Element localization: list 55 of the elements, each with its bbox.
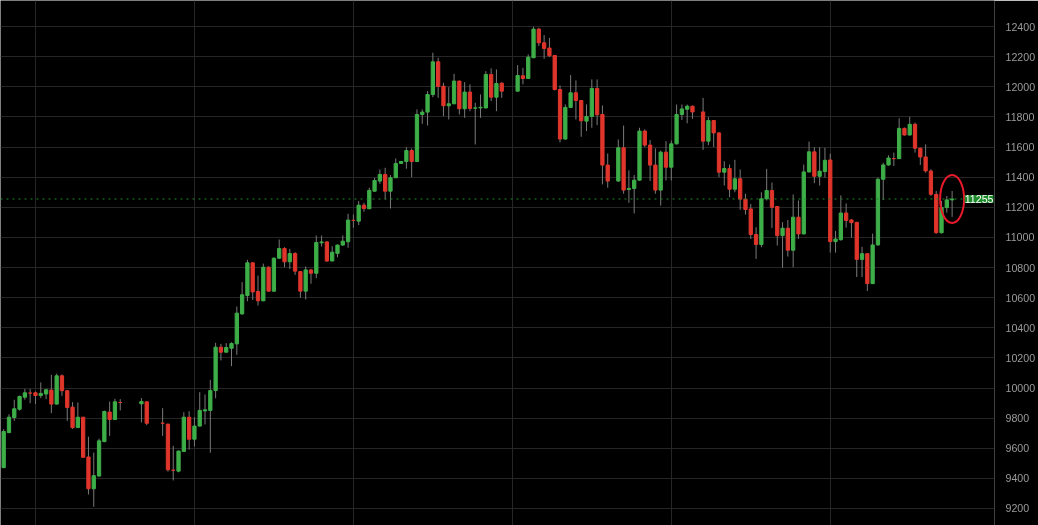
candlestick	[949, 190, 955, 218]
y-tick-label: 9400	[1005, 472, 1030, 485]
candlestick	[409, 148, 414, 178]
candlestick	[308, 268, 314, 285]
candlestick	[383, 167, 388, 200]
y-tick-label: 10400	[1005, 321, 1036, 334]
candlestick	[722, 160, 727, 187]
candlestick	[462, 81, 467, 119]
y-tick-label: 11800	[1005, 110, 1035, 123]
y-tick-label: 11600	[1005, 141, 1035, 154]
candlestick	[732, 159, 738, 193]
candlestick	[494, 68, 499, 112]
candlestick	[75, 401, 80, 429]
candlestick	[282, 246, 287, 268]
candlestick	[520, 67, 526, 85]
candlestick	[626, 169, 632, 204]
candlestick	[144, 401, 149, 426]
candlestick	[764, 168, 769, 201]
candlestick	[287, 248, 292, 270]
candlestick	[107, 401, 112, 437]
candlestick	[663, 140, 669, 181]
candlestick	[706, 116, 711, 146]
y-tick-label: 11200	[1005, 201, 1035, 214]
candlestick	[489, 67, 494, 102]
candlestick	[780, 221, 785, 269]
candlestick	[356, 200, 361, 226]
candlestick	[859, 246, 865, 278]
y-tick-label: 9600	[1005, 442, 1030, 455]
y-tick-label: 10000	[1005, 382, 1036, 394]
candlestick	[266, 265, 271, 293]
candlestick	[49, 374, 54, 414]
y-tick-label: 12400	[1005, 20, 1036, 33]
y-tick-label: 11400	[1005, 171, 1035, 184]
candlestick	[112, 398, 118, 421]
candlestick	[139, 397, 144, 423]
y-tick-label: 9800	[1005, 412, 1030, 425]
candlestick	[303, 265, 308, 300]
candlestick	[218, 343, 224, 361]
candlestick	[467, 83, 473, 112]
candlestick	[361, 202, 367, 213]
y-tick-label: 10200	[1005, 351, 1036, 364]
candlestick	[727, 164, 732, 198]
candlestick	[324, 240, 330, 263]
candlestick	[186, 410, 192, 451]
candlestick	[785, 219, 790, 258]
y-tick-label: 10800	[1005, 261, 1036, 274]
y-tick-label: 10600	[1005, 291, 1036, 304]
candlestick	[796, 200, 801, 240]
y-tick-label: 12000	[1005, 80, 1036, 93]
candlestick	[515, 64, 520, 92]
ref-line-label: 11255	[964, 192, 994, 205]
y-tick-label: 12200	[1005, 50, 1036, 63]
candlestick	[907, 116, 912, 137]
y-tick-label: 9200	[1005, 502, 1030, 515]
y-tick-label: 11000	[1005, 231, 1035, 244]
